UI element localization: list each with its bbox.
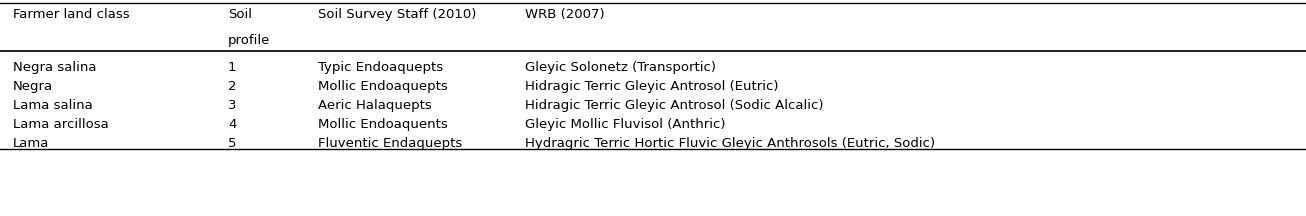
Text: Lama salina: Lama salina [13,99,93,112]
Text: Gleyic Mollic Fluvisol (Anthric): Gleyic Mollic Fluvisol (Anthric) [525,118,726,131]
Text: Gleyic Solonetz (Transportic): Gleyic Solonetz (Transportic) [525,61,716,74]
Text: Negra: Negra [13,80,54,93]
Text: Typic Endoaquepts: Typic Endoaquepts [317,61,443,74]
Text: Lama arcillosa: Lama arcillosa [13,118,108,131]
Text: Hydragric Terric Hortic Fluvic Gleyic Anthrosols (Eutric, Sodic): Hydragric Terric Hortic Fluvic Gleyic An… [525,137,935,150]
Text: 2: 2 [229,80,236,93]
Text: Aeric Halaquepts: Aeric Halaquepts [317,99,432,112]
Text: Soil: Soil [229,8,252,21]
Text: Farmer land class: Farmer land class [13,8,129,21]
Text: Mollic Endoaquents: Mollic Endoaquents [317,118,448,131]
Text: WRB (2007): WRB (2007) [525,8,605,21]
Text: 1: 1 [229,61,236,74]
Text: Hidragic Terric Gleyic Antrosol (Sodic Alcalic): Hidragic Terric Gleyic Antrosol (Sodic A… [525,99,824,112]
Text: Soil Survey Staff (2010): Soil Survey Staff (2010) [317,8,477,21]
Text: profile: profile [229,34,270,47]
Text: Negra salina: Negra salina [13,61,97,74]
Text: Hidragic Terric Gleyic Antrosol (Eutric): Hidragic Terric Gleyic Antrosol (Eutric) [525,80,778,93]
Text: 3: 3 [229,99,236,112]
Text: Lama: Lama [13,137,50,150]
Text: 5: 5 [229,137,236,150]
Text: 4: 4 [229,118,236,131]
Text: Fluventic Endaquepts: Fluventic Endaquepts [317,137,462,150]
Text: Mollic Endoaquepts: Mollic Endoaquepts [317,80,448,93]
